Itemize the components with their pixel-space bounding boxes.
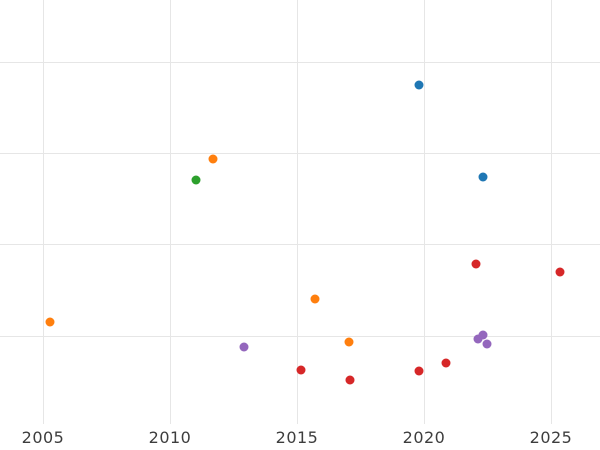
data-point-purple <box>482 339 492 349</box>
gridline-vertical <box>551 0 552 424</box>
x-tick-label: 2025 <box>529 428 573 447</box>
data-point-blue <box>414 80 424 90</box>
gridline-vertical <box>43 0 44 424</box>
x-tick-label: 2005 <box>21 428 65 447</box>
data-point-green <box>191 175 201 185</box>
data-point-orange <box>45 317 55 327</box>
data-point-red <box>555 267 565 277</box>
gridline-vertical <box>297 0 298 424</box>
data-point-red <box>471 259 481 269</box>
x-tick-label: 2020 <box>402 428 446 447</box>
data-point-orange <box>208 154 218 164</box>
data-point-purple <box>239 342 249 352</box>
gridline-vertical <box>424 0 425 424</box>
gridline-horizontal <box>0 244 600 245</box>
data-point-red <box>296 365 306 375</box>
gridline-horizontal <box>0 336 600 337</box>
plot-area <box>0 0 600 424</box>
gridline-horizontal <box>0 62 600 63</box>
data-point-orange <box>344 337 354 347</box>
gridline-vertical <box>170 0 171 424</box>
data-point-red <box>345 375 355 385</box>
data-point-purple <box>473 334 483 344</box>
data-point-red <box>414 366 424 376</box>
data-point-blue <box>478 172 488 182</box>
x-axis: 2005 2010 2015 2020 2025 <box>0 424 600 450</box>
x-tick-label: 2010 <box>148 428 192 447</box>
x-tick-label: 2015 <box>275 428 319 447</box>
data-point-orange <box>310 294 320 304</box>
gridline-horizontal <box>0 153 600 154</box>
data-point-purple <box>478 330 488 340</box>
data-point-red <box>441 358 451 368</box>
